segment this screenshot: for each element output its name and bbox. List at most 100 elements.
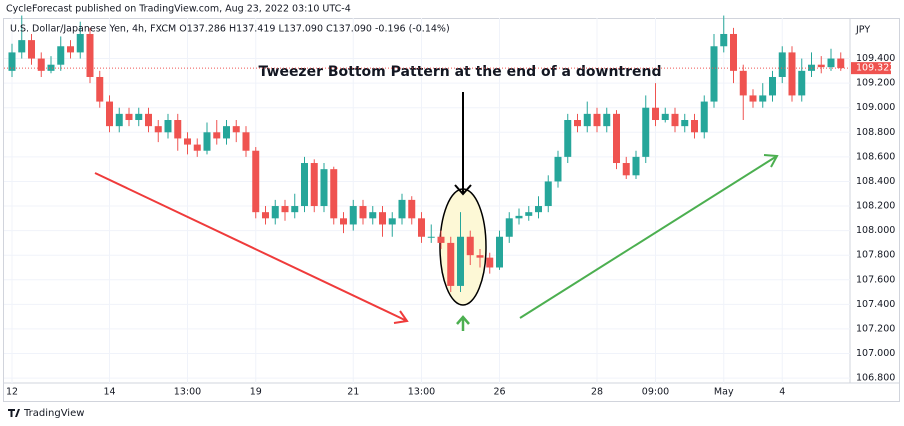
publisher: CycleForecast published on TradingView.c… <box>6 4 351 15</box>
candle-body <box>593 113 601 127</box>
candle-body <box>242 132 250 151</box>
y-tick-label: 107.400 <box>856 299 895 310</box>
candle-body <box>691 120 698 133</box>
candle-body <box>749 95 757 102</box>
candle-body <box>642 107 650 157</box>
source: TradingView <box>23 408 84 419</box>
candle-body <box>788 52 796 96</box>
last-price-label: 109.322 <box>856 63 895 74</box>
y-tick-label: 108.000 <box>856 225 895 236</box>
candle-body <box>583 113 591 127</box>
candle-body <box>301 163 308 207</box>
candle-body <box>154 126 162 133</box>
candle-body <box>115 113 123 127</box>
x-tick-label: 14 <box>103 387 115 398</box>
x-tick-label: 13:00 <box>408 387 435 398</box>
frame <box>3 18 900 402</box>
uptrend-arrow <box>519 155 778 319</box>
candle-body <box>388 218 396 225</box>
candle-body <box>486 257 494 268</box>
candle-body <box>67 46 74 53</box>
candle-body <box>398 199 406 219</box>
candle-body <box>174 120 182 139</box>
y-tick-label: 108.800 <box>856 127 895 138</box>
candle-body <box>496 236 503 268</box>
candle-body <box>369 212 377 219</box>
candle-body <box>700 101 708 133</box>
candle-body <box>320 169 328 207</box>
uptrend-arrow-head <box>763 154 779 168</box>
candle-body <box>554 156 562 182</box>
candle-body <box>281 206 289 213</box>
candle-body <box>505 218 513 237</box>
candle-body <box>466 236 474 256</box>
candle-body <box>457 236 464 286</box>
candle-body <box>476 255 484 258</box>
x-tick-label: 28 <box>591 387 603 398</box>
candle-body <box>515 215 523 219</box>
candle-body <box>652 107 659 121</box>
candle-body <box>759 95 767 102</box>
y-tick-label: 107.800 <box>856 250 895 261</box>
downtrend-arrow-head <box>393 310 409 324</box>
candle-body <box>96 76 104 102</box>
candle-body <box>525 212 533 216</box>
logo-icon <box>8 409 20 417</box>
y-tick-label: 109.400 <box>856 53 895 64</box>
currency: JPY <box>855 25 870 36</box>
candle-body <box>291 206 299 213</box>
candle-body <box>437 236 445 243</box>
candle-body <box>145 113 152 127</box>
candle-body <box>271 206 279 219</box>
candle-body <box>359 206 367 219</box>
candle-body <box>661 113 669 121</box>
candle-body <box>349 206 357 225</box>
candle-body <box>223 126 230 139</box>
candle-body <box>8 52 16 71</box>
candle-body <box>613 113 620 164</box>
candle-body <box>827 58 835 68</box>
y-tick-label: 107.000 <box>856 348 895 359</box>
candle-body <box>86 33 94 77</box>
candle-body <box>184 138 191 145</box>
y-tick-label: 108.600 <box>856 151 895 162</box>
candle-body <box>57 46 65 65</box>
last-price-tag <box>851 62 891 75</box>
candle-body <box>730 33 737 71</box>
y-tick-label: 108.200 <box>856 201 895 212</box>
candle-body <box>408 199 416 219</box>
candle-body <box>76 33 84 53</box>
candle-body <box>203 132 211 151</box>
candle-body <box>817 64 825 68</box>
candle-body <box>778 52 786 77</box>
x-tick-label: 4 <box>779 387 785 398</box>
candle-body <box>681 120 689 127</box>
candle-body <box>106 101 113 127</box>
candle-body <box>544 181 552 207</box>
candle-body <box>213 132 221 139</box>
annotation: Tweezer Bottom Pattern at the end of a d… <box>259 64 662 80</box>
candle-body <box>769 76 776 96</box>
x-tick-label: 13:00 <box>174 387 201 398</box>
y-tick-label: 107.600 <box>856 274 895 285</box>
candle-body <box>310 163 318 207</box>
candle-body <box>18 40 26 53</box>
candle-body <box>837 58 845 69</box>
candle-body <box>232 126 240 133</box>
candle-body <box>720 33 728 47</box>
candle-body <box>447 242 455 286</box>
candle-body <box>574 120 581 127</box>
symbol-info: U.S. Dollar/Japanese Yen, 4h, FXCM O137.… <box>10 24 450 35</box>
y-tick-label: 106.800 <box>856 373 895 384</box>
candle-body <box>632 156 640 176</box>
x-tick-label: 12 <box>6 387 18 398</box>
pointer-arrow-head <box>454 184 472 196</box>
candle-body <box>564 120 572 157</box>
candle-body <box>622 163 630 176</box>
reversal-arrow-head <box>456 315 470 325</box>
y-tick-label: 109.200 <box>856 78 895 89</box>
candle-body <box>135 113 143 121</box>
x-tick-label: 09:00 <box>642 387 669 398</box>
candle-body <box>710 46 718 102</box>
